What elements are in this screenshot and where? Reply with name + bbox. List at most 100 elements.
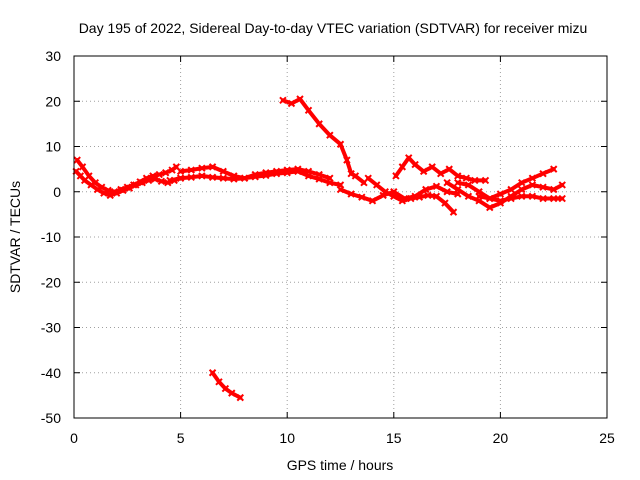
data-point xyxy=(157,177,166,186)
data-point xyxy=(166,176,174,185)
x-tick-label: 10 xyxy=(279,430,295,446)
data-point xyxy=(315,120,323,128)
data-point xyxy=(558,194,566,203)
data-point xyxy=(445,165,453,173)
data-point xyxy=(176,167,185,176)
data-point xyxy=(87,181,95,189)
x-axis: 0 5 10 15 20 25 xyxy=(70,56,615,446)
x-axis-label: GPS time / hours xyxy=(287,457,394,473)
series-arc-12 xyxy=(208,369,245,402)
data-point xyxy=(347,190,355,198)
data-point xyxy=(390,192,398,200)
data-point xyxy=(496,197,505,205)
data-point xyxy=(528,181,537,189)
x-tick-label: 0 xyxy=(70,430,78,446)
x-tick-label: 25 xyxy=(599,430,615,446)
y-tick-label: 0 xyxy=(53,184,61,200)
data-point xyxy=(558,181,566,189)
data-point xyxy=(119,186,127,195)
data-point xyxy=(422,185,430,194)
data-point xyxy=(219,174,227,182)
data-point xyxy=(315,170,323,179)
data-point xyxy=(161,169,170,177)
data-point xyxy=(125,184,134,192)
data-point xyxy=(187,166,195,174)
data-point xyxy=(198,172,206,180)
data-point xyxy=(219,167,227,176)
data-point xyxy=(221,384,230,393)
data-point xyxy=(347,169,355,178)
y-tick-label: -20 xyxy=(41,274,61,290)
data-point xyxy=(419,167,428,176)
data-point xyxy=(518,192,526,200)
data-point xyxy=(283,166,291,174)
data-point xyxy=(358,193,366,201)
data-point xyxy=(144,176,153,185)
data-point xyxy=(405,154,413,162)
data-point xyxy=(343,156,351,164)
data-point xyxy=(151,175,159,183)
data-point xyxy=(454,185,462,194)
data-point xyxy=(496,190,505,198)
data-point xyxy=(351,172,360,180)
data-point xyxy=(471,176,479,185)
y-tick-label: -40 xyxy=(41,365,61,381)
plot-frame xyxy=(73,55,608,419)
data-point xyxy=(208,173,217,181)
y-tick-label: -30 xyxy=(41,320,61,336)
grid xyxy=(74,56,607,418)
series-trace xyxy=(393,155,488,183)
data-series xyxy=(72,95,566,402)
data-point xyxy=(138,178,146,187)
data-point xyxy=(208,369,217,377)
data-point xyxy=(251,170,259,179)
data-point xyxy=(454,172,462,180)
series-arc-6 xyxy=(336,182,462,205)
data-point xyxy=(176,174,185,182)
data-point xyxy=(326,174,334,182)
data-point xyxy=(549,165,558,173)
data-point xyxy=(462,174,470,182)
data-point xyxy=(230,172,238,180)
data-point xyxy=(106,191,114,200)
data-point xyxy=(507,185,515,194)
data-point xyxy=(336,140,345,148)
data-point xyxy=(428,163,436,171)
data-point xyxy=(432,192,441,200)
data-point xyxy=(407,194,415,203)
data-point xyxy=(78,163,87,171)
chart-title: Day 195 of 2022, Sidereal Day-to-day VTE… xyxy=(79,20,588,36)
data-point xyxy=(481,176,490,185)
data-point xyxy=(215,378,223,386)
x-tick-label: 20 xyxy=(493,430,509,446)
data-point xyxy=(381,188,389,196)
data-point xyxy=(100,189,108,197)
data-point xyxy=(424,191,432,200)
data-point xyxy=(236,393,245,402)
data-point xyxy=(287,99,296,108)
y-axis-label: SDTVAR / TECUs xyxy=(7,181,23,293)
data-point xyxy=(539,183,547,191)
y-tick-label: 20 xyxy=(45,93,61,109)
series-arc-5 xyxy=(279,95,368,187)
data-point xyxy=(304,167,313,176)
data-point xyxy=(486,203,494,212)
data-point xyxy=(454,178,462,187)
y-tick-label: -50 xyxy=(41,410,61,426)
x-tick-label: 5 xyxy=(177,430,185,446)
data-point xyxy=(443,178,451,187)
data-point xyxy=(539,194,547,203)
y-tick-label: -10 xyxy=(41,229,61,245)
data-point xyxy=(464,181,473,189)
data-point xyxy=(326,131,334,139)
data-point xyxy=(528,192,537,200)
data-point xyxy=(392,172,400,180)
data-point xyxy=(296,95,304,103)
data-point xyxy=(539,169,547,178)
y-axis: 30 20 10 0 -10 -20 -30 -40 -50 xyxy=(41,48,607,426)
data-point xyxy=(336,185,345,194)
series-trace xyxy=(455,167,556,201)
data-point xyxy=(272,167,281,176)
data-point xyxy=(304,106,313,115)
